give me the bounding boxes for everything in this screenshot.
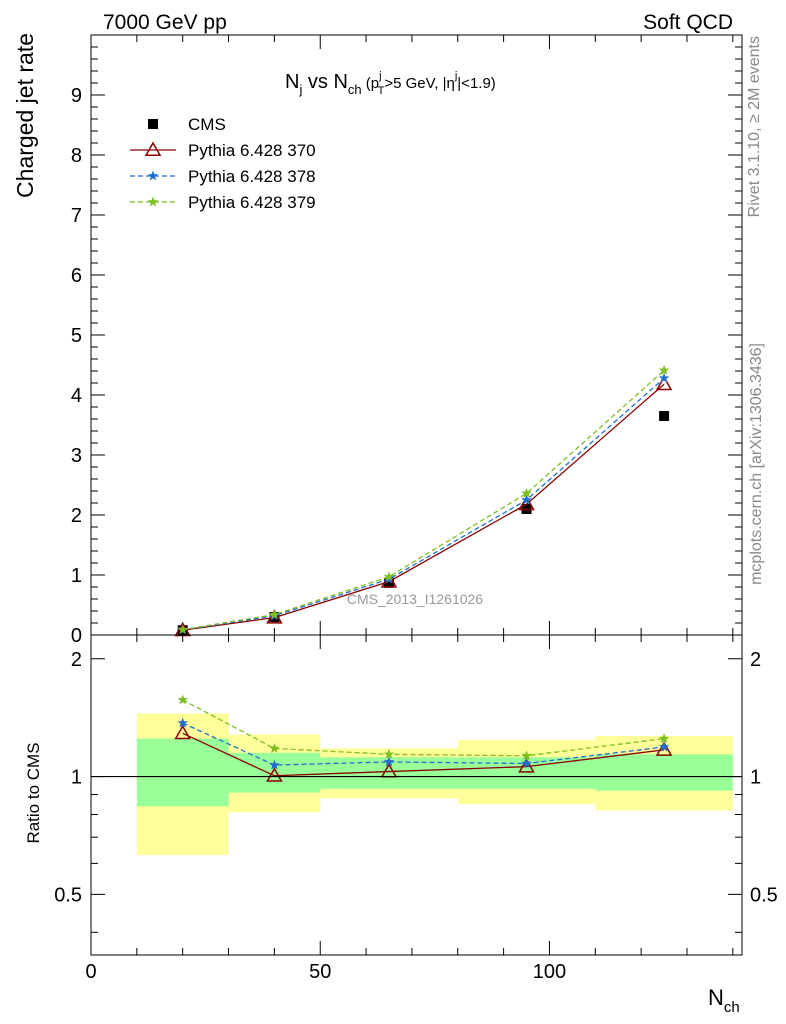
- data-point: [521, 487, 532, 498]
- main-series-layer: [174, 364, 673, 637]
- legend-entry: Pythia 6.428 379: [130, 193, 316, 212]
- main-y-tick-label: 1: [71, 565, 82, 587]
- legend-label: CMS: [188, 115, 226, 134]
- series-pythia-6-428-379: [177, 364, 670, 635]
- ratio-y-tick-label: 0.5: [54, 884, 82, 906]
- ratio-data-point: [658, 733, 670, 744]
- legend-marker: [147, 196, 159, 207]
- header-left-label: 7000 GeV pp: [103, 11, 227, 34]
- ratio-y-axis-label: Ratio to CMS: [24, 742, 43, 843]
- main-y-tick-label: 0: [71, 625, 82, 647]
- legend-marker: [148, 119, 158, 129]
- main-chart-title: Nj vs Nch (pj T>5 GeV, |ηj|<1.9): [285, 70, 496, 97]
- x-tick-label: 100: [533, 961, 566, 983]
- series-line: [182, 369, 665, 631]
- legend-entry: Pythia 6.428 370: [130, 141, 316, 160]
- title-p-open: (p: [362, 75, 380, 92]
- ratio-panel-axes: 0.5 0.5 1 1 2 2 0 50 100: [54, 634, 778, 983]
- ratio-data-point: [266, 767, 283, 782]
- ratio-data-point: [177, 717, 188, 728]
- data-point: [659, 411, 670, 421]
- ratio-data-point: [269, 742, 280, 753]
- data-point: [383, 577, 394, 588]
- ratio-y-tick-label-right: 0.5: [750, 884, 778, 906]
- header-right-label: Soft QCD: [643, 11, 733, 34]
- data-point: [177, 624, 188, 635]
- ratio-data-point: [518, 758, 535, 773]
- series-line: [182, 377, 665, 631]
- ratio-data-point: [269, 759, 280, 770]
- x-tick-label: 0: [85, 961, 96, 983]
- legend-label: Pythia 6.428 379: [188, 193, 316, 212]
- ratio-data-point: [521, 757, 532, 768]
- main-y-tick-label: 5: [71, 325, 82, 347]
- rivet-label: Rivet 3.1.10, ≥ 2M events: [746, 36, 763, 217]
- main-y-tick-label: 7: [71, 205, 82, 227]
- legend-marker: [144, 141, 162, 156]
- ratio-data-point: [658, 741, 670, 752]
- main-y-tick-label: 8: [71, 145, 82, 167]
- mcplots-label: mcplots.cern.ch [arXiv:1306.3436]: [748, 343, 765, 585]
- ratio-data-point: [177, 694, 188, 705]
- ratio-y-tick-label: 1: [71, 767, 82, 789]
- ratio-series-pythia-6-428-379: [177, 694, 670, 761]
- legend-entry: Pythia 6.428 378: [130, 167, 316, 186]
- legend-label: Pythia 6.428 378: [188, 167, 316, 186]
- legend-entry: CMS: [148, 115, 226, 134]
- main-y-tick-label: 4: [71, 385, 82, 407]
- ratio-data-point: [174, 724, 191, 740]
- data-point: [521, 494, 532, 505]
- title-close: |<1.9): [457, 75, 496, 92]
- data-point: [658, 372, 670, 383]
- main-y-tick-label: 2: [71, 505, 82, 527]
- green-band: [595, 754, 733, 791]
- title-gev: >5 GeV, |η: [384, 75, 454, 92]
- legend-label: Pythia 6.428 370: [188, 141, 316, 160]
- title-n-subscript: j: [298, 82, 302, 97]
- ratio-series-line: [182, 732, 665, 777]
- legend-marker: [147, 170, 159, 181]
- data-point: [383, 571, 395, 582]
- title-eta-superscript: j: [454, 70, 457, 82]
- data-point: [655, 375, 673, 391]
- ratio-data-point: [383, 756, 395, 767]
- x-axis-label-subscript: ch: [724, 999, 740, 1016]
- title-vs: vs N: [302, 71, 348, 93]
- legend: CMS Pythia 6.428 370 Pythia 6.428 378 Pythi…: [130, 115, 316, 212]
- main-y-tick-label: 6: [71, 265, 82, 287]
- data-point: [269, 609, 280, 620]
- ratio-series-pythia-6-428-378: [177, 717, 670, 770]
- analysis-watermark: CMS_2013_I1261026: [347, 591, 483, 607]
- title-p-superscript: j: [378, 70, 381, 82]
- ratio-data-point: [521, 750, 532, 761]
- x-tick-label: 50: [309, 961, 331, 983]
- ratio-y-tick-label-right: 2: [750, 649, 761, 671]
- title-ch-subscript: ch: [348, 82, 362, 97]
- ratio-series-pythia-6-428-370: [174, 724, 673, 782]
- ratio-data-point: [383, 748, 395, 759]
- green-band: [228, 752, 321, 793]
- title-n: N: [285, 71, 299, 93]
- series-line: [182, 383, 665, 631]
- ratio-series-layer: [174, 694, 673, 782]
- ratio-panel-frame: [90, 634, 743, 956]
- ratio-y-tick-label-right: 1: [750, 767, 761, 789]
- ratio-data-point: [655, 741, 673, 756]
- ratio-series-line: [182, 722, 665, 766]
- green-band: [136, 738, 229, 807]
- data-point: [658, 364, 670, 375]
- x-axis-label: Nch: [708, 985, 740, 1016]
- title-p-subscript: T: [378, 85, 385, 97]
- main-y-tick-label: 3: [71, 445, 82, 467]
- main-panel-axes: 0 1 2 3 4 5 6 7 8 9: [71, 34, 743, 647]
- main-y-tick-label: 9: [71, 85, 82, 107]
- data-point: [518, 495, 535, 511]
- ratio-y-tick-label: 2: [71, 649, 82, 671]
- ratio-uncertainty-bands: [136, 713, 733, 856]
- x-axis-label-main: N: [708, 985, 724, 1010]
- main-y-axis-label: Charged jet rate: [12, 33, 38, 198]
